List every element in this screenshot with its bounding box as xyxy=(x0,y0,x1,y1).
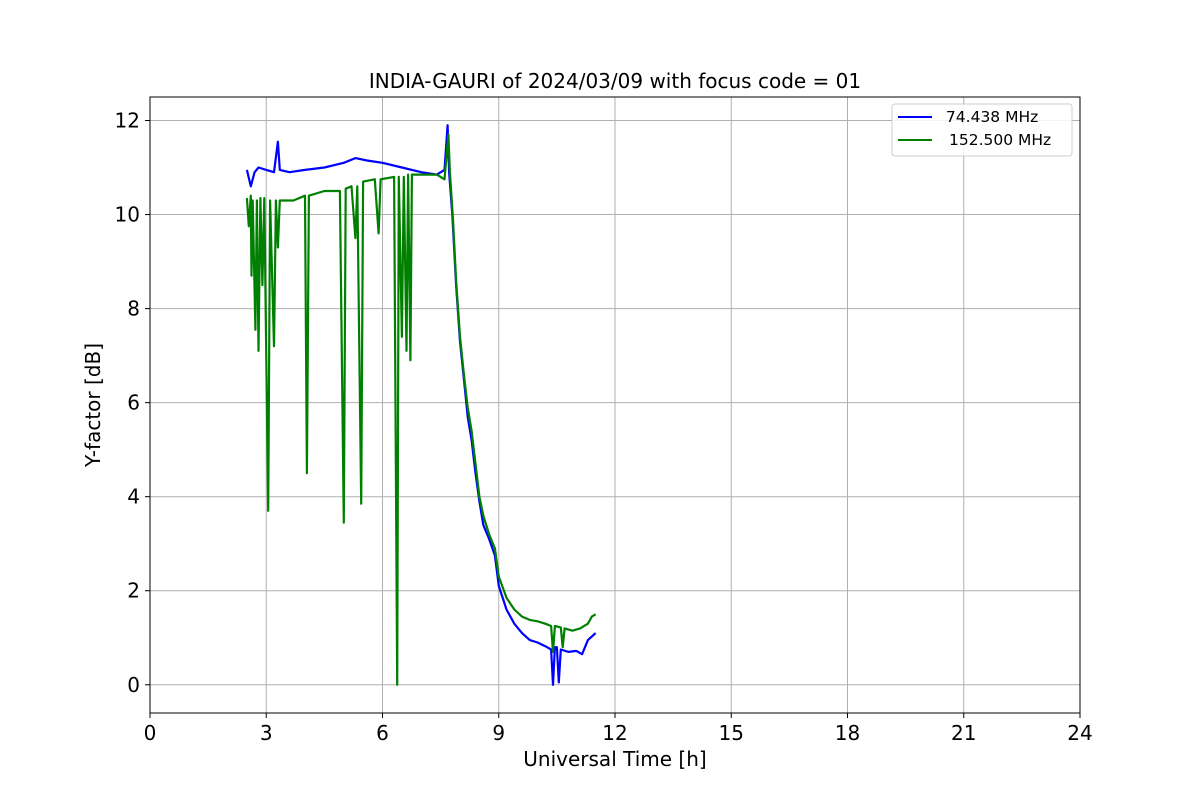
x-tick-label: 21 xyxy=(951,721,976,745)
x-tick-label: 15 xyxy=(719,721,744,745)
chart-title: INDIA-GAURI of 2024/03/09 with focus cod… xyxy=(369,69,861,93)
x-tick-label: 12 xyxy=(602,721,627,745)
legend: 74.438 MHz 152.500 MHz xyxy=(891,103,1073,157)
y-tick-label: 12 xyxy=(115,109,140,133)
y-tick-label: 6 xyxy=(127,391,140,415)
series-lines xyxy=(245,124,597,686)
x-tick-label: 18 xyxy=(835,721,860,745)
y-tick-label: 8 xyxy=(127,297,140,321)
legend-label-series-2: 152.500 MHz xyxy=(949,131,1051,149)
legend-label-series-1: 74.438 MHz xyxy=(941,108,1038,126)
y-axis-label: Y-factor [dB] xyxy=(81,343,105,468)
y-tick-label: 4 xyxy=(127,485,140,509)
x-tick-label: 6 xyxy=(376,721,389,745)
x-tick-label: 9 xyxy=(492,721,505,745)
y-tick-label: 2 xyxy=(127,579,140,603)
y-tick-label: 0 xyxy=(127,673,140,697)
x-tick-label: 24 xyxy=(1067,721,1092,745)
series-line-2 xyxy=(245,133,597,686)
y-tick-label: 10 xyxy=(115,203,140,227)
x-tick-label: 3 xyxy=(260,721,273,745)
x-axis-label: Universal Time [h] xyxy=(523,747,706,771)
x-tick-label: 0 xyxy=(144,721,157,745)
legend-box xyxy=(891,103,1073,157)
